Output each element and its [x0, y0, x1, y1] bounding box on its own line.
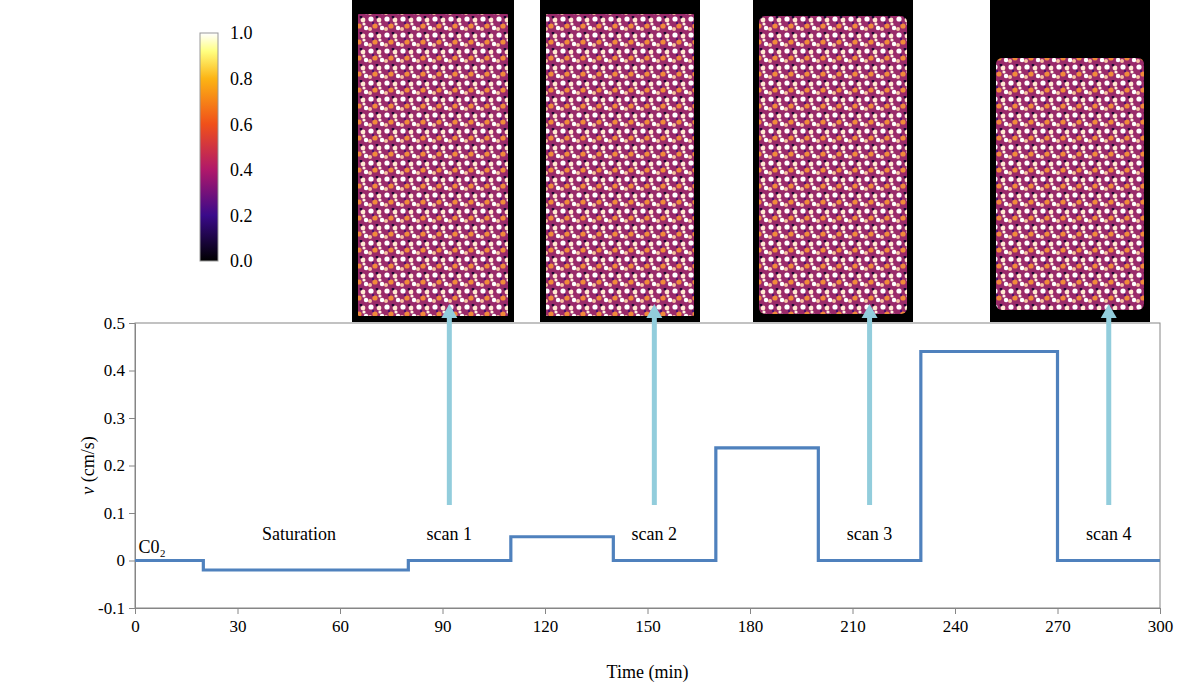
y-tick-label: 0.2	[104, 456, 125, 475]
scan-arrow	[1106, 318, 1111, 505]
colorbar-tick-label: 0.2	[230, 206, 253, 226]
x-tick-mark	[750, 608, 751, 614]
scan-arrow-head	[441, 304, 457, 318]
x-tick-label: 300	[1148, 617, 1174, 636]
scan-arrow-head	[1101, 304, 1117, 318]
x-tick-label: 60	[332, 617, 349, 636]
x-tick: 120	[533, 608, 559, 636]
annotation: Saturation	[262, 524, 336, 544]
scan-arrow	[867, 318, 872, 505]
y-tick-label: -0.1	[98, 599, 125, 618]
annotation: scan 4	[1086, 524, 1131, 544]
annotation: scan 2	[632, 524, 677, 544]
y-tick-mark	[129, 561, 135, 562]
x-tick-mark	[1058, 608, 1059, 614]
x-tick-label: 90	[435, 617, 452, 636]
x-tick-label: 180	[738, 617, 764, 636]
y-tick: 0.1	[104, 504, 135, 523]
x-tick: 210	[840, 608, 866, 636]
y-tick: 0.3	[104, 409, 135, 428]
colorbar-tick-label: 0.0	[230, 251, 253, 271]
x-tick-mark	[340, 608, 341, 614]
x-tick-label: 210	[840, 617, 866, 636]
x-tick-label: 270	[1045, 617, 1071, 636]
y-tick-mark	[129, 323, 135, 324]
x-tick: 300	[1148, 608, 1174, 636]
colorbar-tick-label: 1.0	[230, 23, 253, 43]
colorbar-ramp	[200, 33, 218, 261]
y-tick: 0.2	[104, 456, 135, 475]
y-tick-mark	[129, 418, 135, 419]
x-tick: 30	[230, 608, 247, 636]
annotation: scan 1	[427, 524, 472, 544]
x-tick-label: 30	[230, 617, 247, 636]
x-tick-mark	[955, 608, 956, 614]
y-axis-title: v (cm/s)	[78, 436, 99, 494]
velocity-line	[135, 352, 1160, 571]
y-tick-label: 0.1	[104, 504, 125, 523]
annotation: scan 3	[847, 524, 892, 544]
x-axis: 0 30 60 90 120 150 180 210 240 270 300	[131, 608, 1173, 636]
x-tick: 90	[435, 608, 452, 636]
x-tick: 150	[635, 608, 661, 636]
plot-frame	[135, 323, 1160, 608]
chart: 0.0 0.2 0.4 0.6 0.8 1.0 0 30 60 90 120 150 180 210 240…	[0, 0, 1188, 691]
x-tick-mark	[545, 608, 546, 614]
scan-image-frame	[990, 0, 1150, 322]
y-tick-label: 0.5	[104, 314, 125, 333]
scan-arrow	[447, 318, 452, 505]
y-tick: 0.5	[104, 314, 135, 333]
x-axis-title: Time (min)	[607, 662, 689, 683]
x-tick: 0	[131, 608, 140, 636]
y-axis-line	[135, 324, 136, 609]
x-tick-label: 120	[533, 617, 559, 636]
y-tick-label: 0	[117, 551, 126, 570]
scan-image	[358, 14, 508, 316]
y-tick: 0.4	[104, 361, 135, 380]
x-tick-label: 240	[943, 617, 969, 636]
colorbar: 0.0 0.2 0.4 0.6 0.8 1.0	[200, 23, 253, 271]
scan-arrow-head	[862, 304, 878, 318]
x-tick-mark	[443, 608, 444, 614]
scan-image	[759, 16, 907, 314]
x-tick-label: 0	[131, 617, 140, 636]
scan-image-frame	[352, 0, 514, 322]
x-tick-label: 150	[635, 617, 661, 636]
scan-arrow	[652, 318, 657, 505]
x-tick: 180	[738, 608, 764, 636]
x-tick: 270	[1045, 608, 1071, 636]
x-tick-mark	[853, 608, 854, 614]
y-tick: 0	[117, 551, 136, 570]
scan-image-frame	[753, 0, 913, 322]
colorbar-tick-label: 0.4	[230, 160, 253, 180]
colorbar-tick-label: 0.8	[230, 69, 253, 89]
x-tick-mark	[648, 608, 649, 614]
y-tick-mark	[129, 466, 135, 467]
scan-image	[996, 58, 1144, 310]
annotation: C0₂	[138, 537, 165, 557]
x-tick-mark	[1160, 608, 1161, 614]
y-axis: -0.1 0 0.1 0.2 0.3 0.4 0.5	[98, 314, 135, 618]
y-tick-label: 0.4	[104, 361, 126, 380]
scan-images	[352, 0, 1150, 322]
plot-area	[135, 352, 1160, 571]
y-tick-mark	[129, 608, 135, 609]
x-tick: 60	[332, 608, 349, 636]
y-tick: -0.1	[98, 599, 135, 618]
x-tick: 240	[943, 608, 969, 636]
scan-image-frame	[540, 0, 700, 322]
scan-arrow-head	[646, 304, 662, 318]
y-tick-mark	[129, 513, 135, 514]
annotations: C0₂ Saturation scan 1 scan 2 scan 3 scan 4	[138, 304, 1131, 557]
y-tick-mark	[129, 371, 135, 372]
x-tick-mark	[135, 608, 136, 614]
colorbar-tick-label: 0.6	[230, 115, 253, 135]
scan-image	[546, 14, 694, 316]
x-tick-mark	[238, 608, 239, 614]
y-tick-label: 0.3	[104, 409, 125, 428]
